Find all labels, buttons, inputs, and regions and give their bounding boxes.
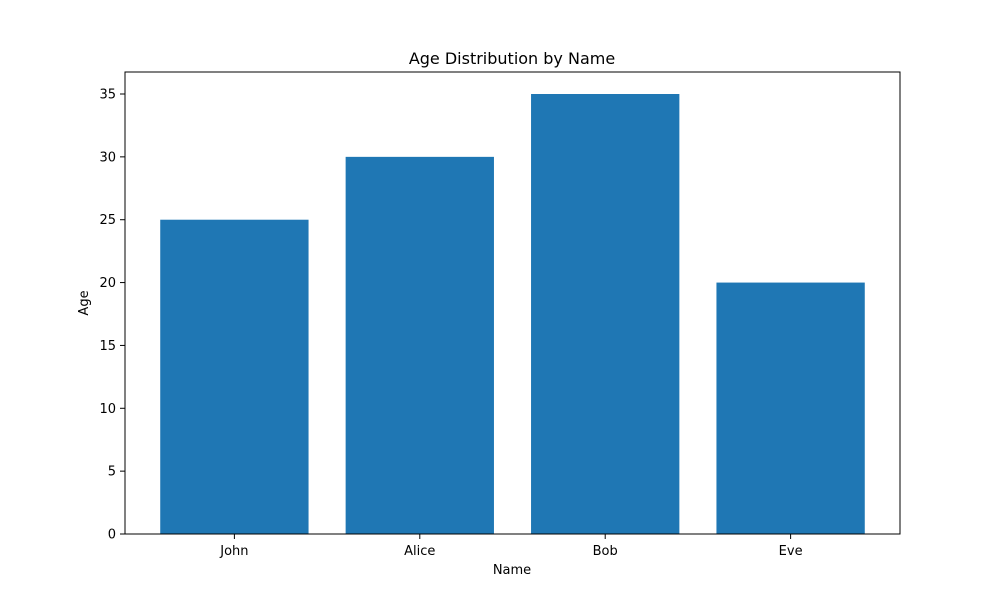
y-axis-ticks: 0 5 10 15 20 25 30 35 (99, 88, 125, 543)
bar-alice (345, 156, 494, 534)
x-axis-ticks: John Alice Bob Eve (219, 534, 803, 559)
bar-john (160, 219, 309, 534)
plot-frame (124, 71, 901, 535)
y-tick-label: 15 (99, 339, 116, 354)
y-tick-label: 20 (99, 276, 116, 291)
y-tick-label: 5 (108, 465, 116, 480)
x-axis-label: Name (493, 563, 531, 578)
bar-bob (531, 94, 680, 534)
y-tick-label: 30 (99, 150, 116, 165)
y-tick-label: 35 (99, 88, 116, 103)
y-tick-label: 10 (99, 402, 116, 417)
x-tick-label: Eve (779, 544, 803, 559)
x-tick-label: Alice (404, 544, 435, 559)
chart-title: Age Distribution by Name (409, 49, 615, 68)
y-axis-label: Age (77, 290, 92, 315)
x-tick-label: Bob (593, 544, 618, 559)
bar-eve (716, 282, 865, 534)
x-tick-label: John (219, 544, 248, 559)
bars-layer (160, 94, 865, 534)
y-tick-label: 25 (99, 213, 116, 228)
y-tick-label: 0 (108, 528, 116, 543)
